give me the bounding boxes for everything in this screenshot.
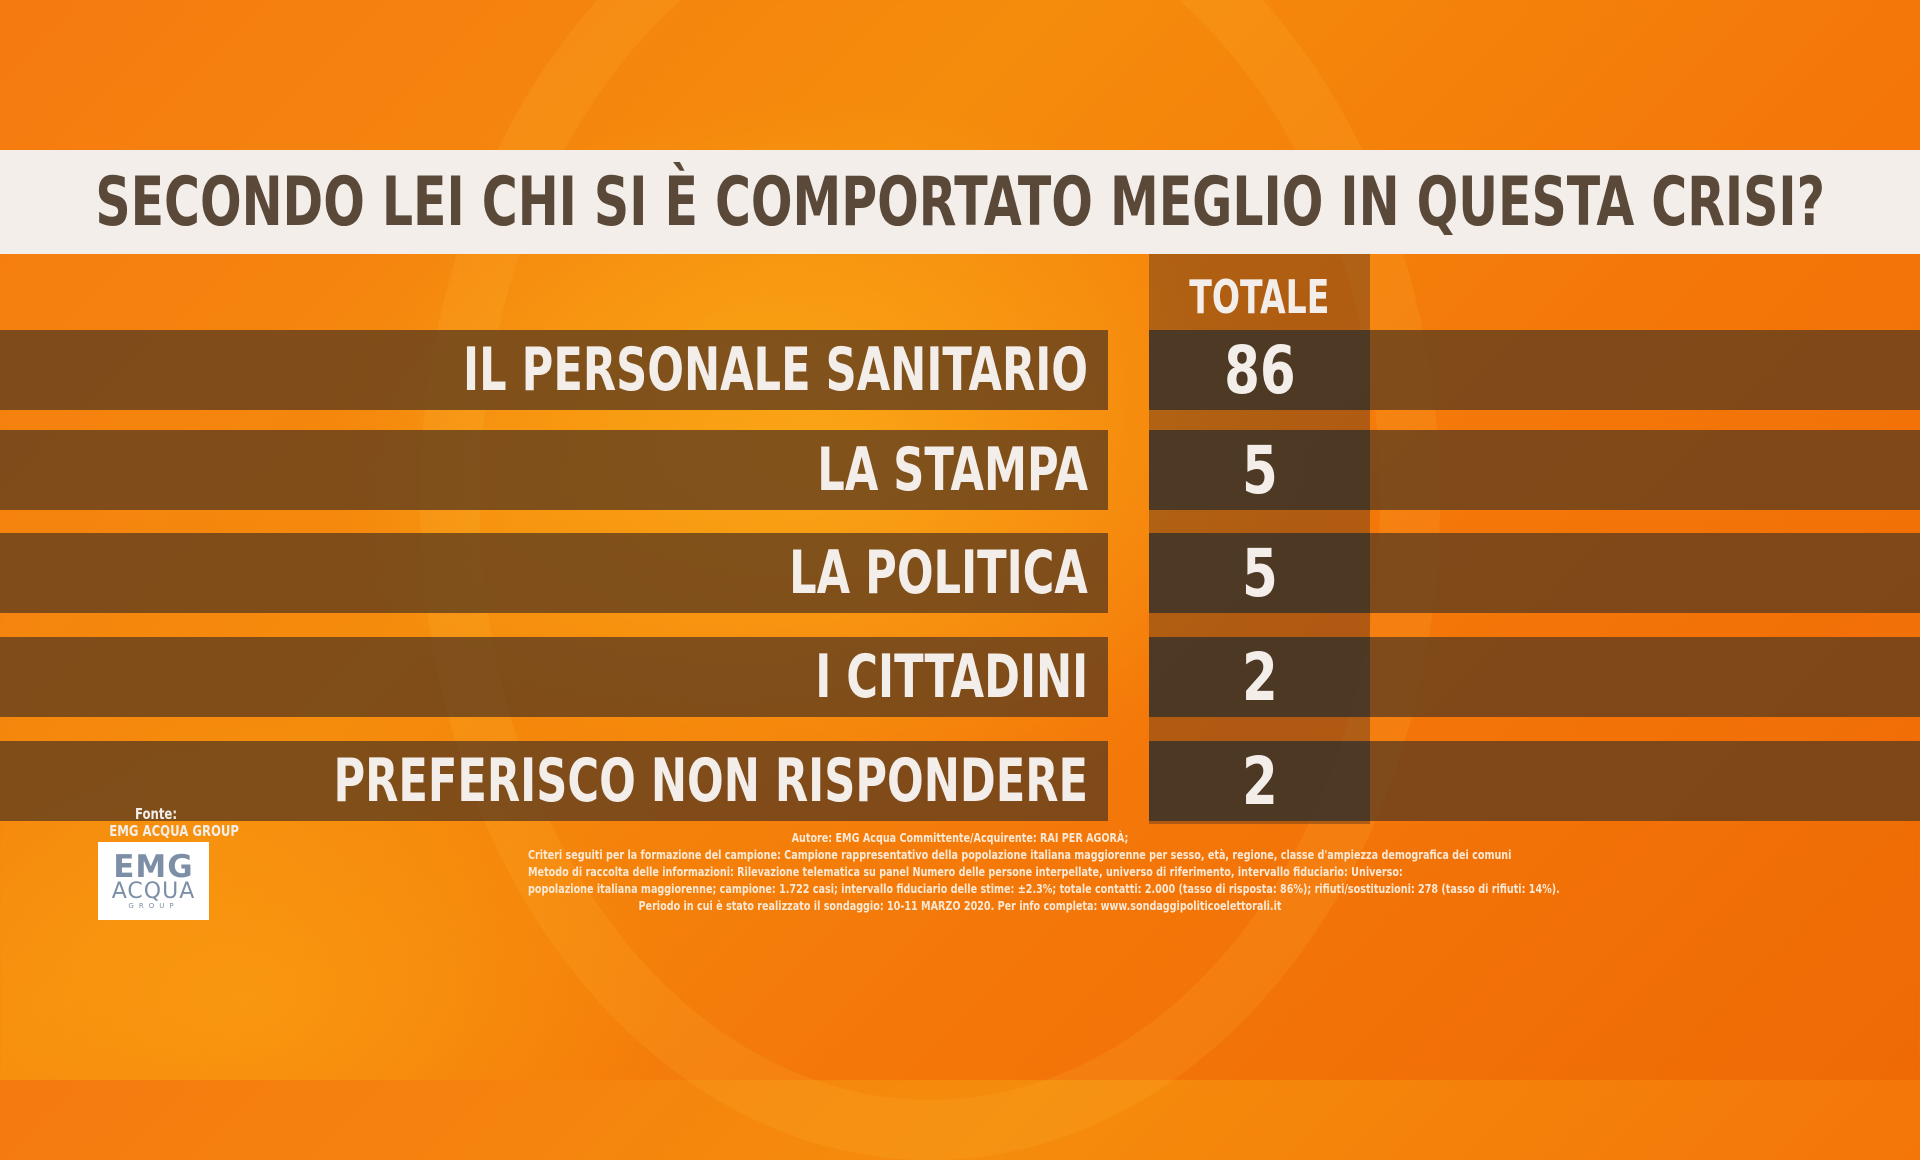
source-prefix: Fonte: xyxy=(134,805,178,823)
row-tail-band xyxy=(1370,637,1920,717)
row-label: PREFERISCO NON RISPONDERE xyxy=(333,746,1088,816)
table-row: IL PERSONALE SANITARIO 86 xyxy=(0,330,1920,410)
row-label-band: IL PERSONALE SANITARIO xyxy=(0,330,1108,410)
source-name: EMG ACQUA GROUP xyxy=(109,822,240,840)
table-row: PREFERISCO NON RISPONDERE 2 xyxy=(0,741,1920,821)
row-label: LA STAMPA xyxy=(817,435,1088,505)
row-label: I CITTADINI xyxy=(814,642,1088,712)
methodology-notes: Autore: EMG Acqua Committente/Acquirente… xyxy=(420,830,1560,915)
row-value-cell: 5 xyxy=(1149,533,1370,613)
logo-text-group: GROUP xyxy=(128,901,179,910)
row-value: 86 xyxy=(1223,331,1296,409)
row-value-cell: 86 xyxy=(1149,330,1370,410)
table-row: I CITTADINI 2 xyxy=(0,637,1920,717)
logo-text-emg: EMG xyxy=(113,848,194,885)
note-line: Periodo in cui è stato realizzato il son… xyxy=(638,899,1282,913)
row-value: 2 xyxy=(1241,638,1278,716)
row-tail-band xyxy=(1370,330,1920,410)
note-line: Autore: EMG Acqua Committente/Acquirente… xyxy=(791,831,1129,845)
row-label: LA POLITICA xyxy=(789,538,1088,608)
note-line: popolazione italiana maggiorenne; campio… xyxy=(528,882,1560,896)
chart-title: SECONDO LEI CHI SI È COMPORTATO MEGLIO I… xyxy=(95,162,1825,242)
row-label-band: I CITTADINI xyxy=(0,637,1108,717)
row-value-cell: 2 xyxy=(1149,637,1370,717)
emg-acqua-logo: EMG ACQUA GROUP xyxy=(98,842,209,920)
column-header: TOTALE xyxy=(1149,266,1370,328)
row-value: 5 xyxy=(1241,431,1278,509)
row-label: IL PERSONALE SANITARIO xyxy=(463,335,1088,405)
row-value-cell: 5 xyxy=(1149,430,1370,510)
row-value: 2 xyxy=(1241,742,1278,820)
row-tail-band xyxy=(1370,741,1920,821)
row-tail-band xyxy=(1370,533,1920,613)
row-tail-band xyxy=(1370,430,1920,510)
note-line: Criteri seguiti per la formazione del ca… xyxy=(528,848,1512,862)
column-header-label: TOTALE xyxy=(1189,270,1330,324)
row-label-band: LA STAMPA xyxy=(0,430,1108,510)
logo-text-acqua: ACQUA xyxy=(111,878,196,904)
row-value-cell: 2 xyxy=(1149,741,1370,821)
table-row: LA POLITICA 5 xyxy=(0,533,1920,613)
title-band: SECONDO LEI CHI SI È COMPORTATO MEGLIO I… xyxy=(0,150,1920,254)
note-line: Metodo di raccolta delle informazioni: R… xyxy=(528,865,1403,879)
row-label-band: PREFERISCO NON RISPONDERE xyxy=(0,741,1108,821)
table-row: LA STAMPA 5 xyxy=(0,430,1920,510)
source-label: Fonte: EMG ACQUA GROUP xyxy=(96,805,240,840)
row-label-band: LA POLITICA xyxy=(0,533,1108,613)
row-value: 5 xyxy=(1241,534,1278,612)
